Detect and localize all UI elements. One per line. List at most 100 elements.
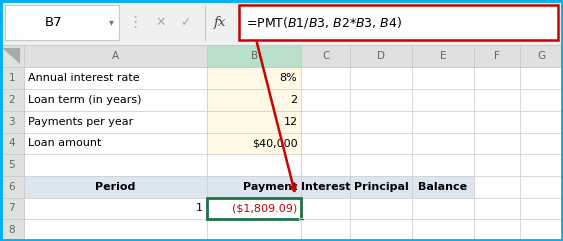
Bar	[207, 176, 301, 198]
Bar	[24, 219, 207, 241]
Text: Interest: Interest	[301, 182, 350, 192]
Bar	[301, 154, 350, 176]
Bar	[301, 176, 350, 198]
Text: 4: 4	[8, 138, 15, 148]
Bar	[24, 67, 207, 89]
Bar	[412, 89, 474, 111]
Text: fx: fx	[214, 16, 226, 29]
Text: =PMT($B$1/$B$3, $B$2*$B$3, $B$4): =PMT($B$1/$B$3, $B$2*$B$3, $B$4)	[246, 15, 402, 30]
Bar	[301, 133, 350, 154]
Bar	[207, 198, 301, 219]
Text: Loan amount: Loan amount	[28, 138, 101, 148]
Bar	[474, 133, 520, 154]
Text: D: D	[377, 51, 385, 61]
Bar	[24, 176, 207, 198]
Bar	[350, 111, 412, 133]
Text: C: C	[322, 51, 329, 61]
Bar	[350, 67, 412, 89]
Bar	[301, 89, 350, 111]
Text: Payments per year: Payments per year	[28, 117, 133, 127]
Bar	[301, 67, 350, 89]
Bar	[350, 198, 412, 219]
Text: Payment: Payment	[243, 182, 297, 192]
Bar	[350, 176, 412, 198]
Bar	[207, 89, 301, 111]
Bar	[0, 45, 563, 67]
Text: Balance: Balance	[418, 182, 467, 192]
Bar	[24, 89, 207, 111]
Text: 6: 6	[8, 182, 15, 192]
Bar	[350, 154, 412, 176]
Bar	[301, 45, 350, 67]
Bar	[474, 154, 520, 176]
Bar	[301, 111, 350, 133]
Bar	[350, 219, 412, 241]
Bar	[520, 219, 563, 241]
Bar	[474, 176, 520, 198]
Bar	[474, 67, 520, 89]
Bar	[520, 133, 563, 154]
Bar	[474, 89, 520, 111]
Bar	[24, 198, 207, 219]
Bar	[207, 219, 301, 241]
Bar	[520, 111, 563, 133]
Polygon shape	[2, 48, 20, 64]
Text: ($1,809.09): ($1,809.09)	[232, 203, 297, 214]
Text: 5: 5	[8, 160, 15, 170]
Bar	[412, 198, 474, 219]
Bar	[0, 133, 24, 154]
Text: ▾: ▾	[109, 17, 114, 27]
Bar	[350, 45, 412, 67]
Text: ✓: ✓	[181, 16, 191, 29]
Bar	[207, 198, 301, 219]
Text: 8: 8	[8, 225, 15, 235]
Bar	[0, 67, 24, 89]
Bar	[350, 89, 412, 111]
Bar	[299, 218, 304, 221]
Bar	[301, 198, 350, 219]
Bar	[0, 198, 24, 219]
Text: 3: 3	[8, 117, 15, 127]
Bar	[474, 45, 520, 67]
Bar	[24, 154, 207, 176]
Text: 1: 1	[8, 73, 15, 83]
Text: ⋮: ⋮	[127, 15, 143, 30]
Text: 1: 1	[196, 203, 203, 214]
Text: 7: 7	[8, 203, 15, 214]
Bar	[412, 67, 474, 89]
Text: B: B	[251, 51, 258, 61]
Bar	[0, 219, 24, 241]
Text: Principal: Principal	[354, 182, 408, 192]
Bar	[412, 45, 474, 67]
Bar	[24, 45, 207, 67]
Bar	[207, 45, 301, 67]
Bar	[474, 219, 520, 241]
Text: 2: 2	[291, 95, 297, 105]
Bar	[520, 89, 563, 111]
Bar	[0, 45, 24, 67]
Bar	[412, 154, 474, 176]
Text: 12: 12	[283, 117, 297, 127]
Bar	[0, 0, 563, 45]
Bar	[412, 111, 474, 133]
Bar	[0, 176, 24, 198]
Bar	[24, 133, 207, 154]
Text: 8%: 8%	[280, 73, 297, 83]
Bar	[520, 154, 563, 176]
Bar	[0, 154, 24, 176]
Text: B7: B7	[44, 16, 62, 29]
Bar	[520, 198, 563, 219]
Bar	[207, 111, 301, 133]
Bar	[412, 219, 474, 241]
Text: G: G	[537, 51, 546, 61]
Text: $40,000: $40,000	[252, 138, 297, 148]
Text: Loan term (in years): Loan term (in years)	[28, 95, 141, 105]
Bar	[301, 219, 350, 241]
Bar	[207, 154, 301, 176]
Bar	[412, 133, 474, 154]
Bar	[520, 176, 563, 198]
Bar	[239, 5, 558, 40]
Bar	[520, 67, 563, 89]
Bar	[24, 111, 207, 133]
Text: F: F	[494, 51, 500, 61]
